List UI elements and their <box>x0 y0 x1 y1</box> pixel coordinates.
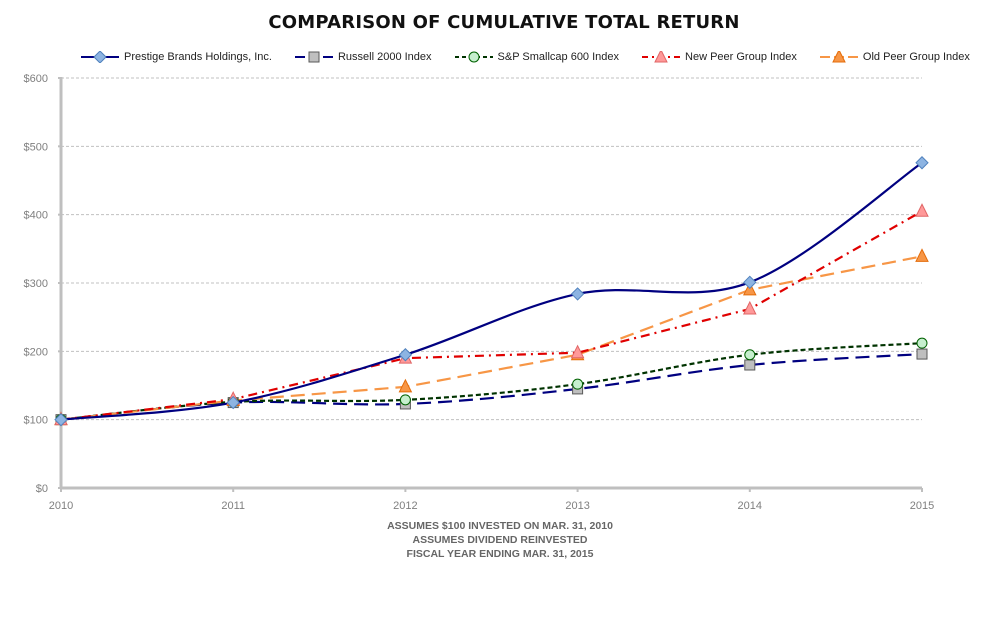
legend-item-sandp-smallcap-600-index: S&P Smallcap 600 Index <box>454 51 619 63</box>
legend-item-prestige-brands-holdings-inc: Prestige Brands Holdings, Inc. <box>80 51 272 63</box>
y-tick-label: $0 <box>36 483 48 495</box>
marker-old-peer-group-index <box>398 378 413 393</box>
y-tick-label: $300 <box>24 278 48 290</box>
marker-new-peer-group-index <box>915 203 929 217</box>
legend-swatch-icon <box>642 51 681 63</box>
y-tick-label: $500 <box>24 141 48 153</box>
legend-swatch-icon <box>819 51 858 63</box>
legend-item-new-peer-group-index: New Peer Group Index <box>641 51 797 63</box>
marker-russell-2000-index <box>916 348 928 360</box>
marker-old-peer-group-index <box>915 248 929 262</box>
footnote-fiscal-year: FISCAL YEAR ENDING MAR. 31, 2015 <box>406 548 594 560</box>
y-tick-label: $600 <box>24 73 48 85</box>
marker-new-peer-group-index <box>742 300 757 315</box>
legend-swatch-icon <box>454 51 493 63</box>
marker-russell-2000-index <box>744 359 756 371</box>
legend-marker <box>308 51 320 63</box>
marker-sandp-smallcap-600-index <box>744 349 756 361</box>
legend-label: Prestige Brands Holdings, Inc. <box>124 51 272 63</box>
x-tick-label: 2013 <box>565 500 589 512</box>
legend-marker <box>93 51 107 63</box>
y-tick-label: $100 <box>24 415 48 427</box>
x-tick-label: 2010 <box>49 500 73 512</box>
marker-prestige-brands-holdings-inc <box>743 275 757 290</box>
series-line-new-peer-group-index <box>60 210 923 421</box>
legend-swatch-icon <box>294 51 333 63</box>
legend-marker <box>468 51 480 63</box>
marker-sandp-smallcap-600-index <box>916 337 928 349</box>
legend-marker <box>654 51 668 63</box>
x-tick-label: 2015 <box>910 500 934 512</box>
chart-title: COMPARISON OF CUMULATIVE TOTAL RETURN <box>268 12 740 33</box>
legend-swatch-icon <box>81 51 119 63</box>
x-tick-label: 2011 <box>221 500 245 512</box>
marker-prestige-brands-holdings-inc <box>915 156 929 170</box>
legend-label: New Peer Group Index <box>685 51 797 63</box>
footnote-dividend: ASSUMES DIVIDEND REINVESTED <box>412 534 588 546</box>
legend-label: Old Peer Group Index <box>862 51 970 63</box>
footnote-investment: ASSUMES $100 INVESTED ON MAR. 31, 2010 <box>387 520 613 532</box>
legend-item-old-peer-group-index: Old Peer Group Index <box>819 51 970 63</box>
legend: Prestige Brands Holdings, Inc. Russell 20… <box>80 48 970 66</box>
marker-prestige-brands-holdings-inc <box>54 412 68 427</box>
marker-new-peer-group-index <box>570 344 585 359</box>
series-line-old-peer-group-index <box>60 255 923 421</box>
y-tick-label: $400 <box>24 210 48 222</box>
footnotes: ASSUMES $100 INVESTED ON MAR. 31, 2010 A… <box>300 519 700 561</box>
legend-marker <box>832 51 846 63</box>
legend-label: S&P Smallcap 600 Index <box>497 51 620 63</box>
marker-sandp-smallcap-600-index <box>399 394 411 406</box>
marker-sandp-smallcap-600-index <box>572 378 584 390</box>
series-line-sandp-smallcap-600-index <box>60 342 923 421</box>
legend-label: Russell 2000 Index <box>337 51 432 63</box>
legend-item-russell-2000-index: Russell 2000 Index <box>294 51 432 63</box>
marker-prestige-brands-holdings-inc <box>570 287 585 301</box>
x-tick-label: 2014 <box>738 500 762 512</box>
marker-prestige-brands-holdings-inc <box>226 395 240 410</box>
y-tick-label: $200 <box>24 346 48 358</box>
marker-prestige-brands-holdings-inc <box>398 348 413 362</box>
series-line-prestige-brands-holdings-inc <box>60 161 923 421</box>
x-tick-label: 2012 <box>393 500 417 512</box>
